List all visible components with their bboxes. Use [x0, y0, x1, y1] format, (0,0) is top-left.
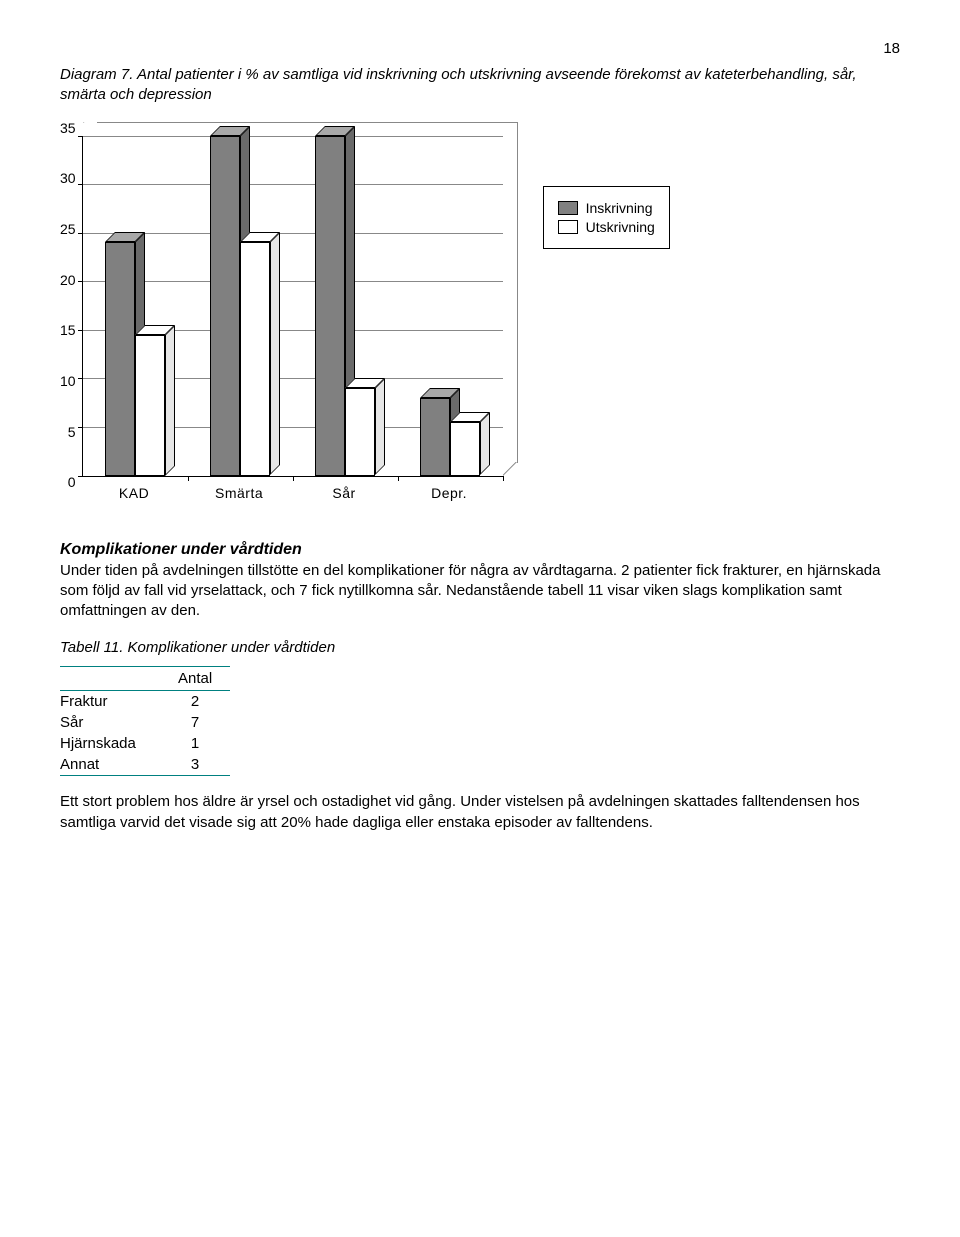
bar	[135, 335, 165, 476]
bar	[105, 242, 135, 475]
table-row: Sår7	[60, 712, 230, 733]
bar	[240, 242, 270, 475]
table-caption: Tabell 11. Komplikationer under vårdtide…	[60, 639, 900, 656]
legend-item: Utskrivning	[558, 219, 655, 235]
bar	[210, 136, 240, 476]
bar	[420, 398, 450, 476]
x-label: Smärta	[187, 485, 292, 501]
bar	[315, 136, 345, 476]
legend-item: Inskrivning	[558, 200, 655, 216]
paragraph-1: Under tiden på avdelningen tillstötte en…	[60, 561, 900, 622]
x-label: KAD	[82, 485, 187, 501]
table-row: Hjärnskada1	[60, 733, 230, 754]
chart-plot-area	[82, 136, 503, 477]
table-row: Annat3	[60, 754, 230, 776]
section-title: Komplikationer under vårdtiden	[60, 541, 900, 559]
table-row: Fraktur2	[60, 691, 230, 713]
paragraph-2: Ett stort problem hos äldre är yrsel och…	[60, 792, 900, 833]
x-label: Depr.	[397, 485, 502, 501]
chart-legend: Inskrivning Utskrivning	[543, 186, 670, 249]
x-axis-labels: KADSmärtaSårDepr.	[82, 485, 502, 501]
bar	[450, 422, 480, 475]
y-axis-labels: 35302520151050	[60, 128, 82, 483]
x-label: Sår	[292, 485, 397, 501]
chart-container: 35302520151050 KADSmärtaSårDepr. Inskriv…	[60, 136, 900, 501]
bar	[345, 388, 375, 475]
complications-table: AntalFraktur2Sår7Hjärnskada1Annat3	[60, 666, 230, 776]
diagram-caption: Diagram 7. Antal patienter i % av samtli…	[60, 65, 900, 106]
page-number: 18	[60, 40, 900, 57]
